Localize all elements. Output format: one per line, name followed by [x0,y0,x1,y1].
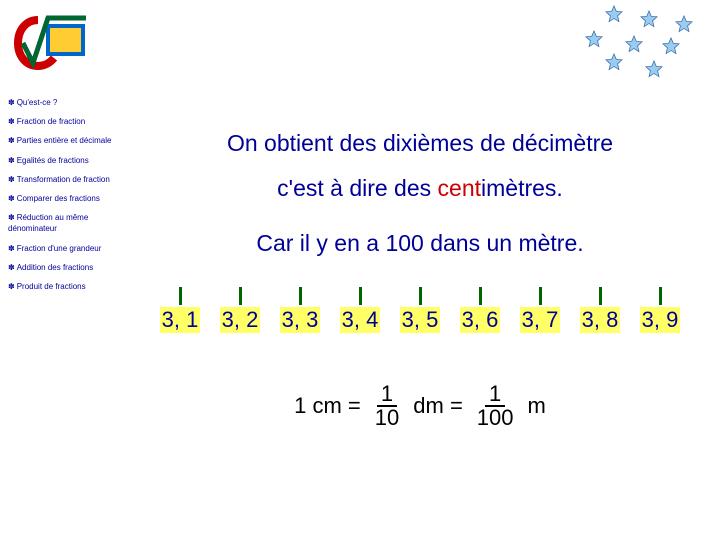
sidebar-item-7[interactable]: ✽Fraction d'une grandeur [0,241,118,256]
line2-red: cent [438,175,481,201]
bullet-icon: ✽ [8,263,15,272]
ruler-mark: 3, 9 [637,287,683,333]
ruler-label: 3, 3 [280,307,321,333]
sidebar-label: Fraction de fraction [17,117,85,126]
bullet-icon: ✽ [8,194,15,203]
sidebar-label: Fraction d'une grandeur [17,244,102,253]
sidebar-label: Addition des fractions [17,263,94,272]
eq-rhs: m [528,393,546,419]
tick-icon [599,287,602,305]
sidebar-item-1[interactable]: ✽Fraction de fraction [0,114,118,129]
sidebar-label: Parties entière et décimale [17,136,112,145]
sidebar-label: Comparer des fractions [17,194,100,203]
bullet-icon: ✽ [8,98,15,107]
ruler-label: 3, 8 [580,307,621,333]
ruler-mark: 3, 2 [217,287,263,333]
math-logo [8,8,88,78]
tick-icon [179,287,182,305]
frac2-den: 100 [473,407,518,429]
tick-icon [419,287,422,305]
sidebar-item-8[interactable]: ✽Addition des fractions [0,260,118,275]
sidebar-label: Qu'est-ce ? [17,98,58,107]
sidebar-item-4[interactable]: ✽Transformation de fraction [0,172,118,187]
ruler-mark: 3, 5 [397,287,443,333]
ruler-mark: 3, 4 [337,287,383,333]
sidebar-item-5[interactable]: ✽Comparer des fractions [0,191,118,206]
bullet-icon: ✽ [8,136,15,145]
bullet-icon: ✽ [8,175,15,184]
bullet-icon: ✽ [8,244,15,253]
tick-icon [479,287,482,305]
ruler-label: 3, 5 [400,307,441,333]
stars-decoration [570,5,700,85]
sidebar-nav: ✽Qu'est-ce ? ✽Fraction de fraction ✽Part… [0,95,118,298]
text-line-3: Car il y en a 100 dans un mètre. [130,230,710,257]
fraction-1: 1 10 [371,383,403,429]
equation: 1 cm = 1 10 dm = 1 100 m [130,383,710,429]
ruler-label: 3, 1 [160,307,201,333]
ruler-mark: 3, 6 [457,287,503,333]
text-line-1: On obtient des dixièmes de décimètre [130,130,710,157]
sidebar-label: Produit de fractions [17,282,86,291]
sidebar-label: Réduction au même dénominateur [8,213,88,233]
line2-a: c'est à dire des [277,175,437,201]
ruler-label: 3, 6 [460,307,501,333]
sidebar-item-0[interactable]: ✽Qu'est-ce ? [0,95,118,110]
ruler-label: 3, 2 [220,307,261,333]
line2-b: imètres. [481,175,563,201]
sidebar-item-6[interactable]: ✽Réduction au même dénominateur [0,210,118,236]
ruler-label: 3, 7 [520,307,561,333]
ruler-label: 3, 4 [340,307,381,333]
frac1-num: 1 [377,383,397,407]
sidebar-item-2[interactable]: ✽Parties entière et décimale [0,133,118,148]
fraction-2: 1 100 [473,383,518,429]
sidebar-label: Egalités de fractions [17,156,89,165]
bullet-icon: ✽ [8,282,15,291]
eq-lhs: 1 cm = [294,393,361,419]
ruler-label: 3, 9 [640,307,681,333]
eq-mid: dm = [413,393,463,419]
main-content: On obtient des dixièmes de décimètre c'e… [130,130,710,429]
ruler: 3, 1 3, 2 3, 3 3, 4 3, 5 3, 6 3, 7 3, 8 3, 9 [130,287,710,333]
tick-icon [359,287,362,305]
frac1-den: 10 [371,407,403,429]
sidebar-item-9[interactable]: ✽Produit de fractions [0,279,118,294]
tick-icon [539,287,542,305]
text-line-2: c'est à dire des centimètres. [130,175,710,202]
tick-icon [299,287,302,305]
ruler-mark: 3, 3 [277,287,323,333]
tick-icon [659,287,662,305]
ruler-mark: 3, 7 [517,287,563,333]
bullet-icon: ✽ [8,117,15,126]
ruler-mark: 3, 8 [577,287,623,333]
bullet-icon: ✽ [8,213,15,222]
tick-icon [239,287,242,305]
ruler-mark: 3, 1 [157,287,203,333]
sidebar-item-3[interactable]: ✽Egalités de fractions [0,153,118,168]
sidebar-label: Transformation de fraction [17,175,110,184]
bullet-icon: ✽ [8,156,15,165]
frac2-num: 1 [485,383,505,407]
